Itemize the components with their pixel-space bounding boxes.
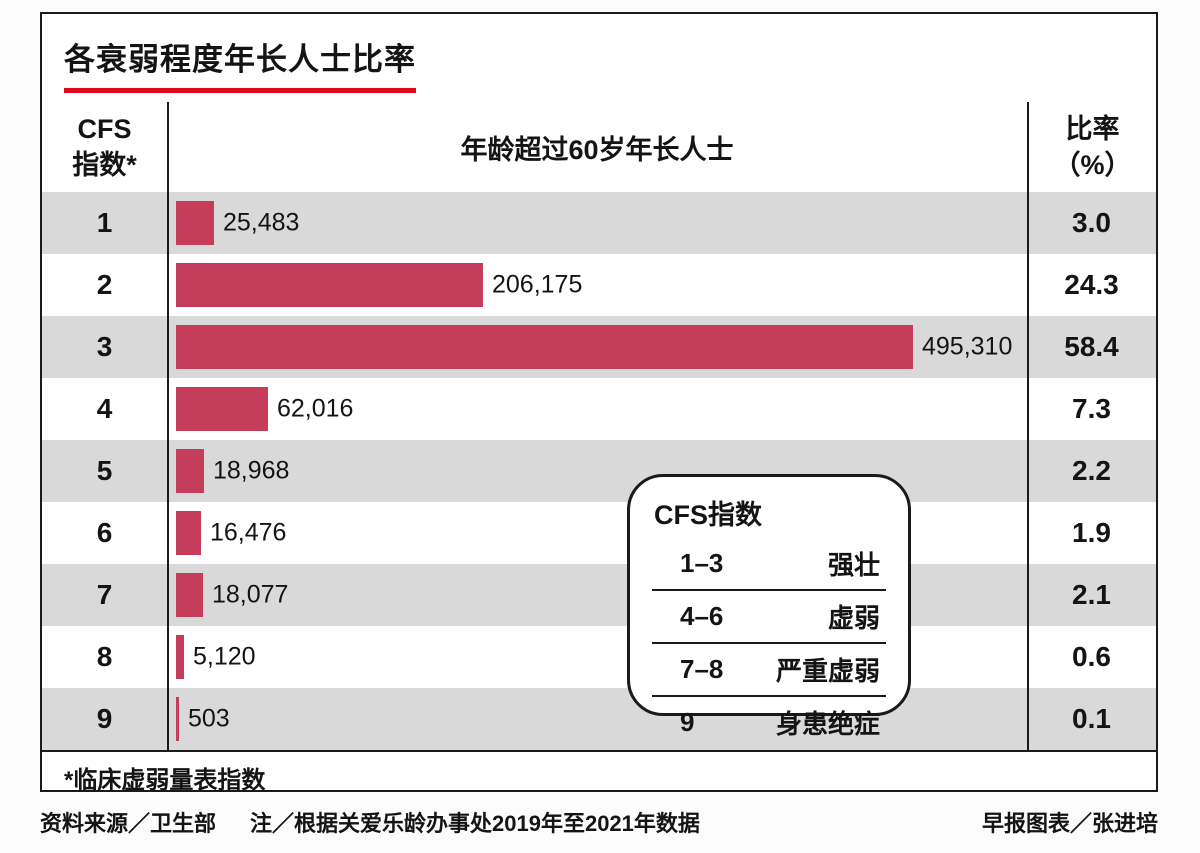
legend-row: 1–3 强壮 <box>652 538 886 591</box>
chart-row: 5 18,968 2.2 <box>42 440 1156 502</box>
legend-label: 身患绝症 <box>775 709 880 739</box>
footnote: *临床虚弱量表指数 <box>64 767 266 794</box>
legend-title: CFS指数 <box>654 500 762 530</box>
bottom-rule <box>42 750 1156 752</box>
legend-row: 9 身患绝症 <box>652 697 886 748</box>
percentage-label: 7.3 <box>1072 393 1111 424</box>
bar-value-label: 16,476 <box>210 518 287 547</box>
bar-track: 18,077 <box>167 564 1027 626</box>
column-divider-right <box>1027 102 1029 750</box>
percentage-label: 2.1 <box>1072 579 1111 610</box>
percentage-label: 2.2 <box>1072 455 1111 486</box>
chart-box: 各衰弱程度年长人士比率 CFS 指数* 年龄超过60岁年长人士 比率 （%） 1… <box>40 12 1158 794</box>
bar-track: 25,483 <box>167 192 1027 254</box>
bar <box>176 387 268 431</box>
page-title: 各衰弱程度年长人士比率 <box>64 34 416 93</box>
percentage-label: 0.6 <box>1072 641 1111 672</box>
chart-row: 2 206,175 24.3 <box>42 254 1156 316</box>
column-header-population-label: 年龄超过60岁年长人士 <box>460 134 734 165</box>
chart-row: 9 503 0.1 <box>42 688 1156 750</box>
chart-row: 3 495,310 58.4 <box>42 316 1156 378</box>
percentage-label: 58.4 <box>1064 331 1119 362</box>
column-header-cfs: CFS 指数* <box>42 102 167 192</box>
bar <box>176 449 204 493</box>
column-divider-left <box>167 102 169 750</box>
bar-track: 206,175 <box>167 254 1027 316</box>
bar <box>176 201 214 245</box>
bar-value-label: 5,120 <box>193 642 256 671</box>
column-header-cfs-line1: CFS <box>77 113 132 144</box>
legend-label: 强壮 <box>827 550 880 580</box>
legend-label: 虚弱 <box>827 603 880 633</box>
column-header-population: 年龄超过60岁年长人士 <box>167 102 1027 192</box>
legend-range: 7–8 <box>680 654 724 684</box>
bar <box>176 635 184 679</box>
bar-track: 16,476 <box>167 502 1027 564</box>
legend-row: 7–8 严重虚弱 <box>652 644 886 697</box>
bar <box>176 263 483 307</box>
bar <box>176 697 179 741</box>
percentage-label: 0.1 <box>1072 703 1111 734</box>
legend-box: CFS指数 1–3 强壮 4–6 虚弱 7–8 严重虚弱 9 身患绝症 <box>627 474 911 739</box>
title-wrap: 各衰弱程度年长人士比率 <box>64 34 416 93</box>
column-header-percentage-line2: （%） <box>1053 150 1132 180</box>
chart-row: 8 5,120 0.6 <box>42 626 1156 688</box>
legend-range: 1–3 <box>680 548 724 578</box>
legend-range: 9 <box>680 707 695 737</box>
bar-track: 18,968 <box>167 440 1027 502</box>
column-header-cfs-line2: 指数* <box>72 150 137 180</box>
bar <box>176 325 913 369</box>
chart-row: 4 62,016 7.3 <box>42 378 1156 440</box>
bar-value-label: 206,175 <box>492 270 583 299</box>
bar-track: 5,120 <box>167 626 1027 688</box>
bar-value-label: 62,016 <box>277 394 354 423</box>
bar-track: 495,310 <box>167 316 1027 378</box>
cfs-index-label: 3 <box>96 331 113 362</box>
cfs-index-label: 7 <box>96 579 113 610</box>
bar-value-label: 495,310 <box>922 332 1013 361</box>
bar <box>176 573 203 617</box>
legend-row: 4–6 虚弱 <box>652 591 886 644</box>
caption-bar: 资料来源／卫生部 注／根据关爱乐龄办事处2019年至2021年数据 早报图表／张… <box>40 806 1158 838</box>
cfs-index-label: 8 <box>96 641 113 672</box>
cfs-index-label: 5 <box>96 455 113 486</box>
legend-label: 严重虚弱 <box>775 656 880 686</box>
legend-range: 4–6 <box>680 601 724 631</box>
cfs-index-label: 9 <box>96 703 113 734</box>
bar <box>176 511 201 555</box>
cfs-index-label: 4 <box>96 393 113 424</box>
bar-value-label: 18,968 <box>213 456 290 485</box>
chart-row: 7 18,077 2.1 <box>42 564 1156 626</box>
cfs-index-label: 6 <box>96 517 113 548</box>
chart-row: 6 16,476 1.9 <box>42 502 1156 564</box>
chart-row: 1 25,483 3.0 <box>42 192 1156 254</box>
percentage-label: 1.9 <box>1072 517 1111 548</box>
bar-track: 503 <box>167 688 1027 750</box>
caption-note: 注／根据关爱乐龄办事处2019年至2021年数据 <box>250 811 700 836</box>
bar-value-label: 18,077 <box>212 580 289 609</box>
bar-value-label: 25,483 <box>223 208 300 237</box>
percentage-label: 3.0 <box>1072 207 1111 238</box>
cfs-index-label: 2 <box>96 269 113 300</box>
cfs-index-label: 1 <box>96 207 113 238</box>
bar-value-label: 503 <box>188 704 230 733</box>
chart-rows: 1 25,483 3.0 2 206,175 24.3 3 495,310 58.4 4 62,01… <box>42 192 1156 750</box>
percentage-label: 24.3 <box>1064 269 1119 300</box>
column-header-percentage-line1: 比率 <box>1065 113 1120 144</box>
caption-source: 资料来源／卫生部 <box>40 811 217 836</box>
caption-credit: 早报图表／张进培 <box>981 811 1158 836</box>
column-header-percentage: 比率 （%） <box>1027 102 1158 192</box>
bar-track: 62,016 <box>167 378 1027 440</box>
